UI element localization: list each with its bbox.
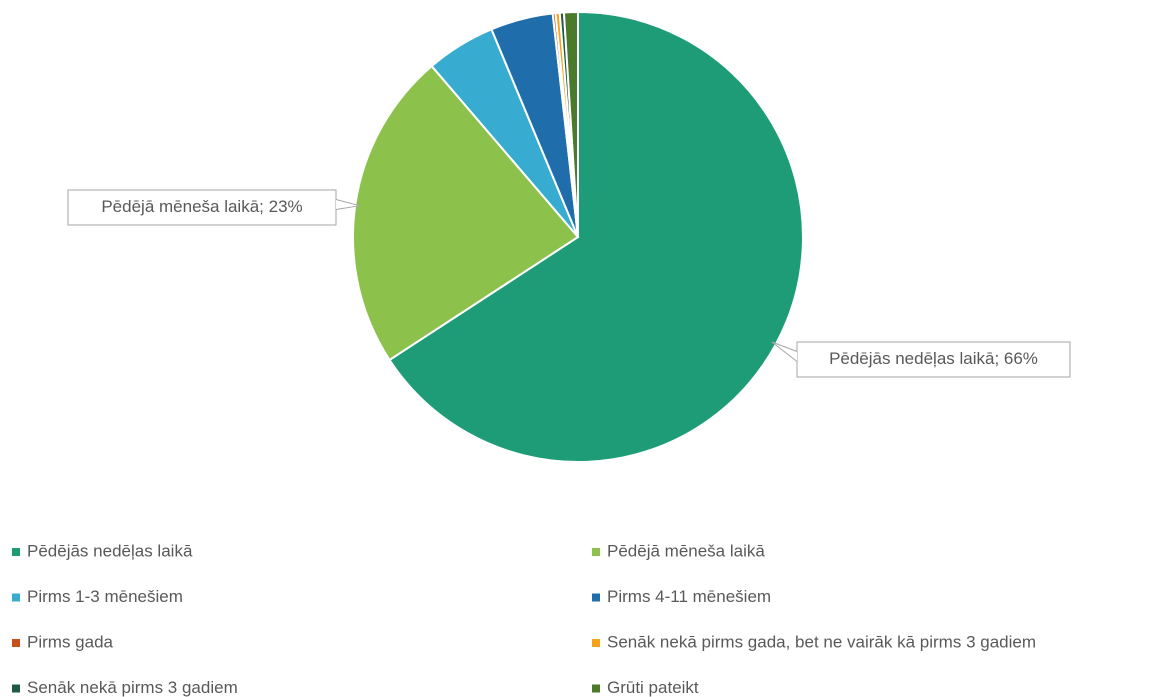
data-label: Pēdējās nedēļas laikā; 66% (829, 349, 1038, 368)
callout-box (67, 189, 337, 226)
legend-swatch (12, 639, 20, 647)
legend-swatch (592, 593, 600, 602)
callout-pointer (335, 199, 360, 210)
callout-box (796, 341, 1071, 378)
legend-swatch (12, 593, 20, 602)
legend-label: Senāk nekā pirms 3 gadiem (27, 678, 238, 697)
legend-swatch (592, 684, 600, 693)
legend-label: Pirms gada (27, 632, 114, 651)
legend-label: Pēdējās nedēļas laikā (27, 541, 193, 560)
callout-pointer (771, 341, 798, 362)
legend-swatch (12, 548, 20, 556)
legend-label: Pirms 1-3 mēnešiem (27, 587, 183, 606)
legend-label: Senāk nekā pirms gada, bet ne vairāk kā … (607, 632, 1036, 651)
legend-label: Pirms 4-11 mēnešiem (607, 587, 771, 606)
data-label: Pēdējā mēneša laikā; 23% (101, 197, 302, 216)
pie-slice (562, 10, 579, 238)
legend-swatch (592, 639, 600, 647)
legend-swatch (12, 684, 20, 693)
legend-label: Grūti pateikt (607, 678, 699, 697)
legend-swatch (592, 548, 600, 556)
legend-label: Pēdējā mēneša laikā (607, 541, 765, 560)
